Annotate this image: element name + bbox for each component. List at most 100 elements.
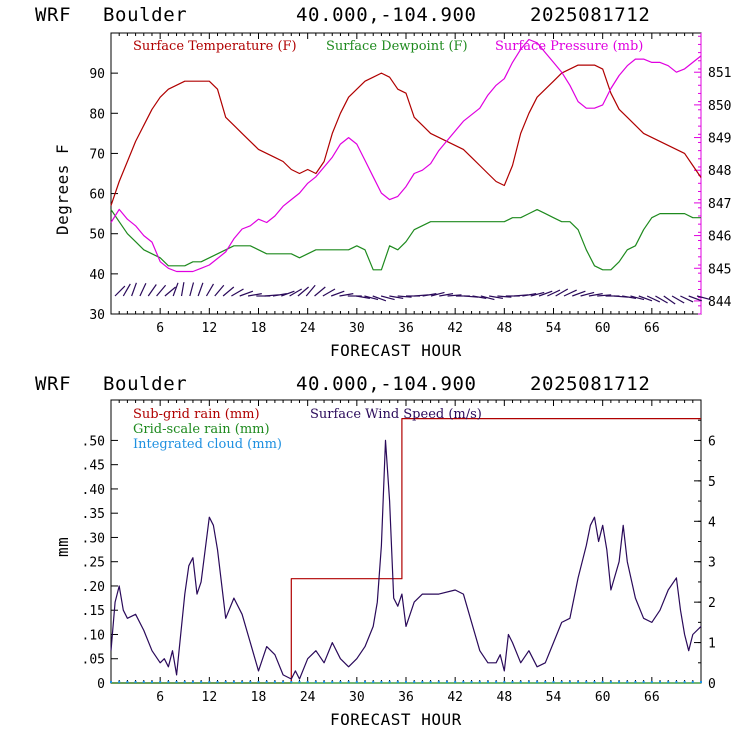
cloud-dot — [667, 681, 670, 683]
cloud-dot — [593, 681, 596, 683]
wind-barb — [214, 284, 225, 297]
wind-barb — [164, 286, 176, 297]
cloud-dot — [380, 681, 383, 683]
wind-barb — [330, 290, 345, 297]
wind-barbs — [114, 282, 711, 305]
wind-barb — [497, 295, 512, 298]
series-line-0 — [110, 64, 702, 206]
wind-barb — [588, 293, 603, 297]
cloud-dot — [634, 681, 637, 683]
cloud-dot — [200, 681, 203, 683]
y2-tick-label: 6 — [708, 434, 716, 449]
y2-tick-label: 848 — [708, 164, 731, 179]
x-tick-label: 48 — [497, 321, 513, 336]
y-tick-label: .25 — [82, 556, 105, 571]
cloud-dot — [372, 681, 375, 683]
wind-barb — [389, 295, 404, 299]
y2-tick-label: 4 — [708, 515, 716, 530]
wind-barb — [139, 283, 147, 297]
wind-barb — [231, 288, 244, 297]
y2-tick-label: 844 — [708, 295, 732, 310]
cloud-dot — [273, 681, 276, 683]
wind-barb — [597, 294, 612, 297]
wind-barb — [197, 282, 204, 297]
cloud-dot — [445, 681, 448, 683]
wind-barb — [364, 295, 379, 301]
wind-barb — [297, 286, 309, 297]
top-header-site: Boulder — [103, 4, 187, 26]
x-tick-label: 60 — [595, 690, 611, 705]
cloud-dot — [175, 681, 178, 683]
legend-temperature: Surface Temperature (F) — [133, 39, 297, 54]
y2-tick-label: 2 — [708, 596, 716, 611]
bottom-header-coords: 40.000,-104.900 — [296, 373, 477, 395]
cloud-dot — [552, 681, 555, 683]
legend-gridscale-rain: Grid-scale rain (mm) — [133, 422, 270, 437]
y-tick-label: 90 — [89, 67, 105, 82]
wind-barb — [688, 295, 703, 302]
wind-barb — [538, 290, 553, 297]
cloud-dot — [249, 681, 252, 683]
x-tick-label: 36 — [398, 690, 414, 705]
wind-barb — [339, 293, 354, 297]
wind-barb — [305, 284, 316, 297]
y-tick-label: 70 — [89, 147, 105, 162]
wind-barb — [696, 295, 711, 301]
x-tick-label: 60 — [595, 321, 611, 336]
x-tick-label: 24 — [300, 321, 316, 336]
cloud-dot — [618, 681, 621, 683]
cloud-dot — [339, 681, 342, 683]
x-tick-label: 30 — [349, 690, 365, 705]
cloud-dot — [577, 681, 580, 683]
cloud-dot — [306, 681, 309, 683]
wind-barb — [439, 293, 454, 297]
cloud-dot — [691, 681, 694, 683]
cloud-dot — [560, 681, 563, 683]
wind-barb — [272, 293, 287, 297]
wind-barb — [372, 295, 387, 302]
y-tick-label: 0 — [97, 677, 105, 692]
y2-tick-label: 0 — [708, 677, 716, 692]
wind-barb — [522, 293, 537, 297]
cloud-dot — [405, 681, 407, 683]
wind-barb — [247, 293, 262, 297]
cloud-dot — [544, 681, 547, 683]
cloud-dot — [700, 681, 702, 683]
cloud-dot — [536, 681, 539, 683]
wind-barb — [489, 295, 504, 299]
cloud-dot — [585, 681, 588, 683]
bottom-header-site: Boulder — [103, 373, 187, 395]
wind-barb — [555, 288, 569, 297]
cloud-dot — [159, 681, 162, 683]
series-line-1 — [110, 209, 701, 271]
cloud-dot — [216, 681, 219, 683]
y2-tick-label: 847 — [708, 197, 731, 212]
series-line-0 — [111, 418, 701, 684]
y-tick-label: .45 — [82, 459, 105, 474]
legend-dewpoint: Surface Dewpoint (F) — [326, 39, 468, 54]
cloud-dot — [388, 681, 391, 683]
y2-tick-label: 845 — [708, 262, 731, 277]
cloud-dot — [347, 681, 350, 683]
cloud-dot — [503, 681, 506, 683]
y-tick-label: .20 — [82, 580, 105, 595]
y-tick-label: 40 — [89, 268, 105, 283]
cloud-dot — [568, 681, 571, 683]
wind-barb — [314, 286, 326, 297]
y2-tick-label: 5 — [708, 475, 716, 490]
y-tick-label: .10 — [82, 628, 105, 643]
wind-barb — [480, 295, 495, 301]
y-tick-label: 80 — [89, 107, 105, 122]
y-tick-label: .40 — [82, 483, 105, 498]
wind-barb — [630, 295, 645, 301]
x-tick-label: 66 — [644, 690, 660, 705]
wind-barb — [447, 294, 462, 297]
wind-barb — [580, 291, 595, 297]
cloud-dot — [486, 681, 489, 683]
cloud-dot — [462, 681, 465, 683]
wind-barb — [622, 295, 637, 299]
cloud-dot — [364, 681, 367, 683]
bottom-header-run: 2025081712 — [530, 373, 650, 395]
wind-barb — [547, 289, 561, 297]
